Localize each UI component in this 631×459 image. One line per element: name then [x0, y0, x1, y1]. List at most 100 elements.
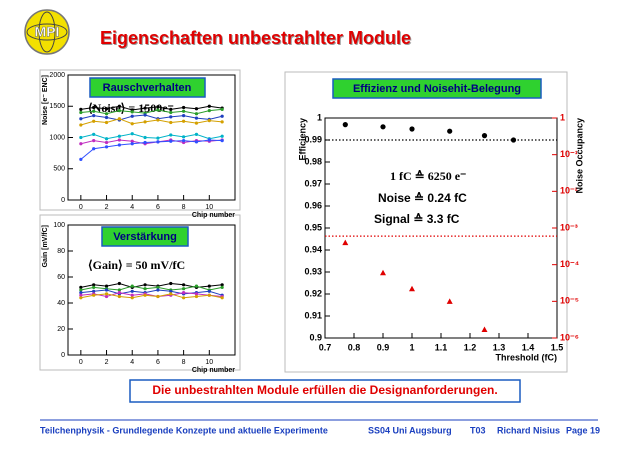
series-line	[80, 139, 223, 160]
data-point	[79, 291, 83, 295]
x-tick-label: 2	[105, 204, 109, 211]
y-tick-label: 0.93	[304, 266, 322, 276]
data-point	[194, 140, 199, 144]
y-tick-label: 0.98	[304, 156, 322, 166]
data-point	[207, 104, 211, 108]
series-line	[80, 289, 223, 296]
footer-term: SS04 Uni Augsburg	[368, 425, 452, 435]
y-tick-label: 80	[57, 248, 65, 255]
data-point	[130, 142, 134, 146]
data-point	[79, 135, 83, 140]
data-point	[92, 283, 96, 287]
x-tick-label: 4	[130, 204, 134, 211]
data-point	[169, 292, 173, 296]
x-axis-label: Chip number	[192, 212, 235, 219]
footer: Teilchenphysik - Grundlegende Konzepte u…	[40, 425, 600, 435]
x-tick-label: 1.1	[435, 342, 448, 352]
data-point	[130, 114, 134, 118]
data-point	[79, 107, 83, 111]
data-point	[156, 288, 160, 292]
x-tick-label: 4	[130, 359, 134, 366]
y-tick-label: 60	[57, 274, 65, 281]
data-point	[409, 285, 415, 292]
data-point	[194, 292, 199, 296]
data-point	[104, 115, 109, 120]
data-point	[182, 119, 186, 123]
data-point	[182, 139, 186, 143]
data-point	[169, 110, 173, 115]
data-point	[104, 294, 109, 299]
x-tick-label: 1.2	[464, 342, 477, 352]
data-point	[92, 147, 96, 151]
logo-text: MPI	[35, 24, 60, 40]
data-point	[182, 296, 186, 300]
data-point	[207, 289, 211, 293]
data-point	[79, 110, 83, 115]
y-tick-label: 1	[317, 112, 322, 122]
data-point	[130, 289, 134, 293]
header-box	[101, 226, 189, 247]
data-point	[104, 140, 109, 145]
data-point	[92, 119, 96, 123]
y-tick-label: 1500	[49, 103, 65, 110]
data-point	[143, 293, 147, 297]
data-point	[92, 293, 96, 297]
data-point	[92, 139, 96, 143]
data-point	[79, 117, 83, 121]
data-point	[342, 239, 349, 246]
y-tick-label: 0.9	[309, 332, 322, 342]
data-point	[169, 289, 173, 293]
x-tick-label: 8	[182, 204, 186, 211]
x-tick-label: 0	[79, 204, 83, 211]
series-line	[80, 285, 223, 291]
data-point	[169, 107, 173, 111]
data-point	[79, 296, 83, 300]
conclusion-box	[129, 379, 521, 403]
y-tick-label: 0	[61, 197, 65, 204]
data-point	[117, 288, 121, 292]
data-point	[104, 107, 109, 111]
data-point	[130, 132, 134, 136]
series-line	[80, 118, 223, 126]
data-point	[220, 120, 224, 124]
data-point	[79, 285, 83, 289]
y-tick-label: 0.95	[304, 222, 322, 232]
footer-course: Teilchenphysik - Grundlegende Konzepte u…	[40, 425, 328, 435]
data-point	[92, 132, 96, 136]
data-point	[207, 109, 211, 113]
data-point	[169, 139, 173, 143]
logo-orbit	[38, 11, 56, 53]
data-point	[220, 114, 224, 118]
annotation: ⟨Gain⟩ = 50 mV/fC	[88, 258, 185, 272]
y2-tick-label: 10⁻²	[560, 186, 578, 196]
data-point	[182, 287, 186, 291]
data-point	[207, 284, 211, 288]
logo-circle	[24, 9, 70, 55]
panel-header: Rauschverhalten	[103, 82, 192, 94]
data-point	[143, 140, 147, 145]
data-point	[182, 105, 186, 110]
panel-header: Effizienz und Noisehit-Belegung	[353, 83, 521, 95]
footer-topic: T03	[470, 425, 486, 435]
data-point	[92, 285, 96, 289]
series-line	[80, 139, 223, 145]
data-point	[447, 128, 453, 134]
x-axis-label: Chip number	[192, 367, 235, 374]
slide-title: Eigenschaften unbestrahlter Module	[100, 28, 411, 48]
series-line	[80, 133, 223, 140]
conclusion: Die unbestrahlten Module erfüllen die De…	[152, 383, 497, 397]
data-point	[194, 284, 199, 288]
data-point	[207, 138, 211, 142]
data-point	[143, 287, 147, 291]
y2-tick-label: 10⁻¹	[560, 149, 578, 159]
x-tick-label: 1	[409, 342, 414, 352]
y-tick-label: 0.96	[304, 200, 322, 210]
y-tick-label: 20	[57, 326, 65, 333]
footer-author: Richard Nisius	[497, 425, 560, 435]
data-point	[409, 126, 415, 132]
y2-tick-label: 10⁻⁵	[560, 296, 579, 306]
data-point	[380, 269, 386, 276]
y-tick-label: 1000	[49, 134, 65, 141]
data-point	[169, 133, 173, 137]
